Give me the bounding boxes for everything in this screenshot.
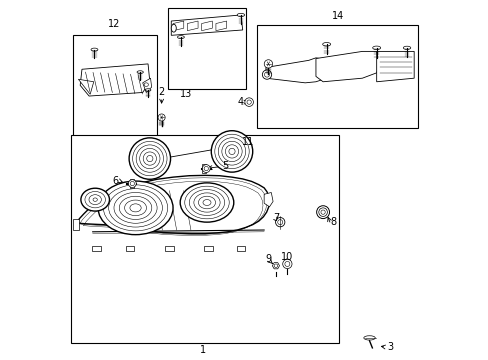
Circle shape (277, 220, 282, 225)
Polygon shape (77, 175, 269, 234)
Ellipse shape (145, 89, 151, 91)
Text: 3: 3 (386, 342, 392, 352)
Text: 8: 8 (329, 217, 335, 227)
Polygon shape (80, 64, 149, 96)
Bar (236, 247, 244, 251)
Ellipse shape (91, 48, 98, 51)
Ellipse shape (237, 13, 244, 17)
Bar (201, 164, 205, 173)
Circle shape (262, 70, 271, 79)
Ellipse shape (137, 71, 143, 73)
Circle shape (282, 259, 291, 269)
Polygon shape (78, 79, 94, 94)
Ellipse shape (403, 46, 410, 49)
Ellipse shape (180, 183, 233, 222)
Bar (130, 179, 134, 188)
Text: 2: 2 (158, 87, 164, 98)
Text: 5: 5 (221, 161, 227, 171)
Text: 6: 6 (112, 176, 118, 186)
Polygon shape (264, 193, 272, 207)
Circle shape (158, 114, 165, 121)
Circle shape (318, 208, 326, 216)
Circle shape (316, 206, 329, 219)
Ellipse shape (372, 46, 380, 50)
Ellipse shape (129, 138, 170, 179)
Circle shape (244, 98, 253, 107)
Text: 13: 13 (180, 89, 192, 99)
Text: 9: 9 (265, 253, 271, 264)
Circle shape (274, 264, 277, 267)
Polygon shape (315, 51, 380, 82)
Ellipse shape (144, 83, 148, 86)
Bar (257, 24, 417, 128)
Bar (73, 35, 157, 139)
Text: 11: 11 (242, 138, 254, 148)
Polygon shape (171, 15, 242, 35)
Polygon shape (376, 51, 413, 82)
Bar (125, 247, 134, 251)
Bar (167, 8, 246, 89)
Text: 14: 14 (331, 12, 344, 21)
Circle shape (128, 180, 136, 188)
Ellipse shape (171, 24, 176, 32)
Ellipse shape (211, 131, 252, 172)
Circle shape (320, 210, 325, 214)
Bar (73, 219, 80, 230)
Circle shape (264, 72, 269, 77)
Ellipse shape (322, 42, 330, 46)
Text: 10: 10 (280, 252, 292, 262)
Ellipse shape (81, 188, 109, 211)
Bar (92, 247, 101, 251)
Circle shape (264, 60, 272, 68)
Polygon shape (265, 58, 329, 83)
Circle shape (275, 217, 285, 227)
Bar (204, 247, 213, 251)
Polygon shape (142, 78, 151, 93)
Ellipse shape (98, 181, 173, 235)
Bar (165, 247, 173, 251)
Ellipse shape (363, 336, 374, 340)
Polygon shape (272, 263, 279, 269)
Text: 12: 12 (108, 18, 120, 28)
Text: 1: 1 (200, 345, 206, 355)
Text: 4: 4 (237, 97, 244, 107)
Bar (71, 135, 339, 342)
Text: 7: 7 (272, 212, 279, 222)
Ellipse shape (177, 36, 184, 39)
Circle shape (202, 165, 210, 172)
